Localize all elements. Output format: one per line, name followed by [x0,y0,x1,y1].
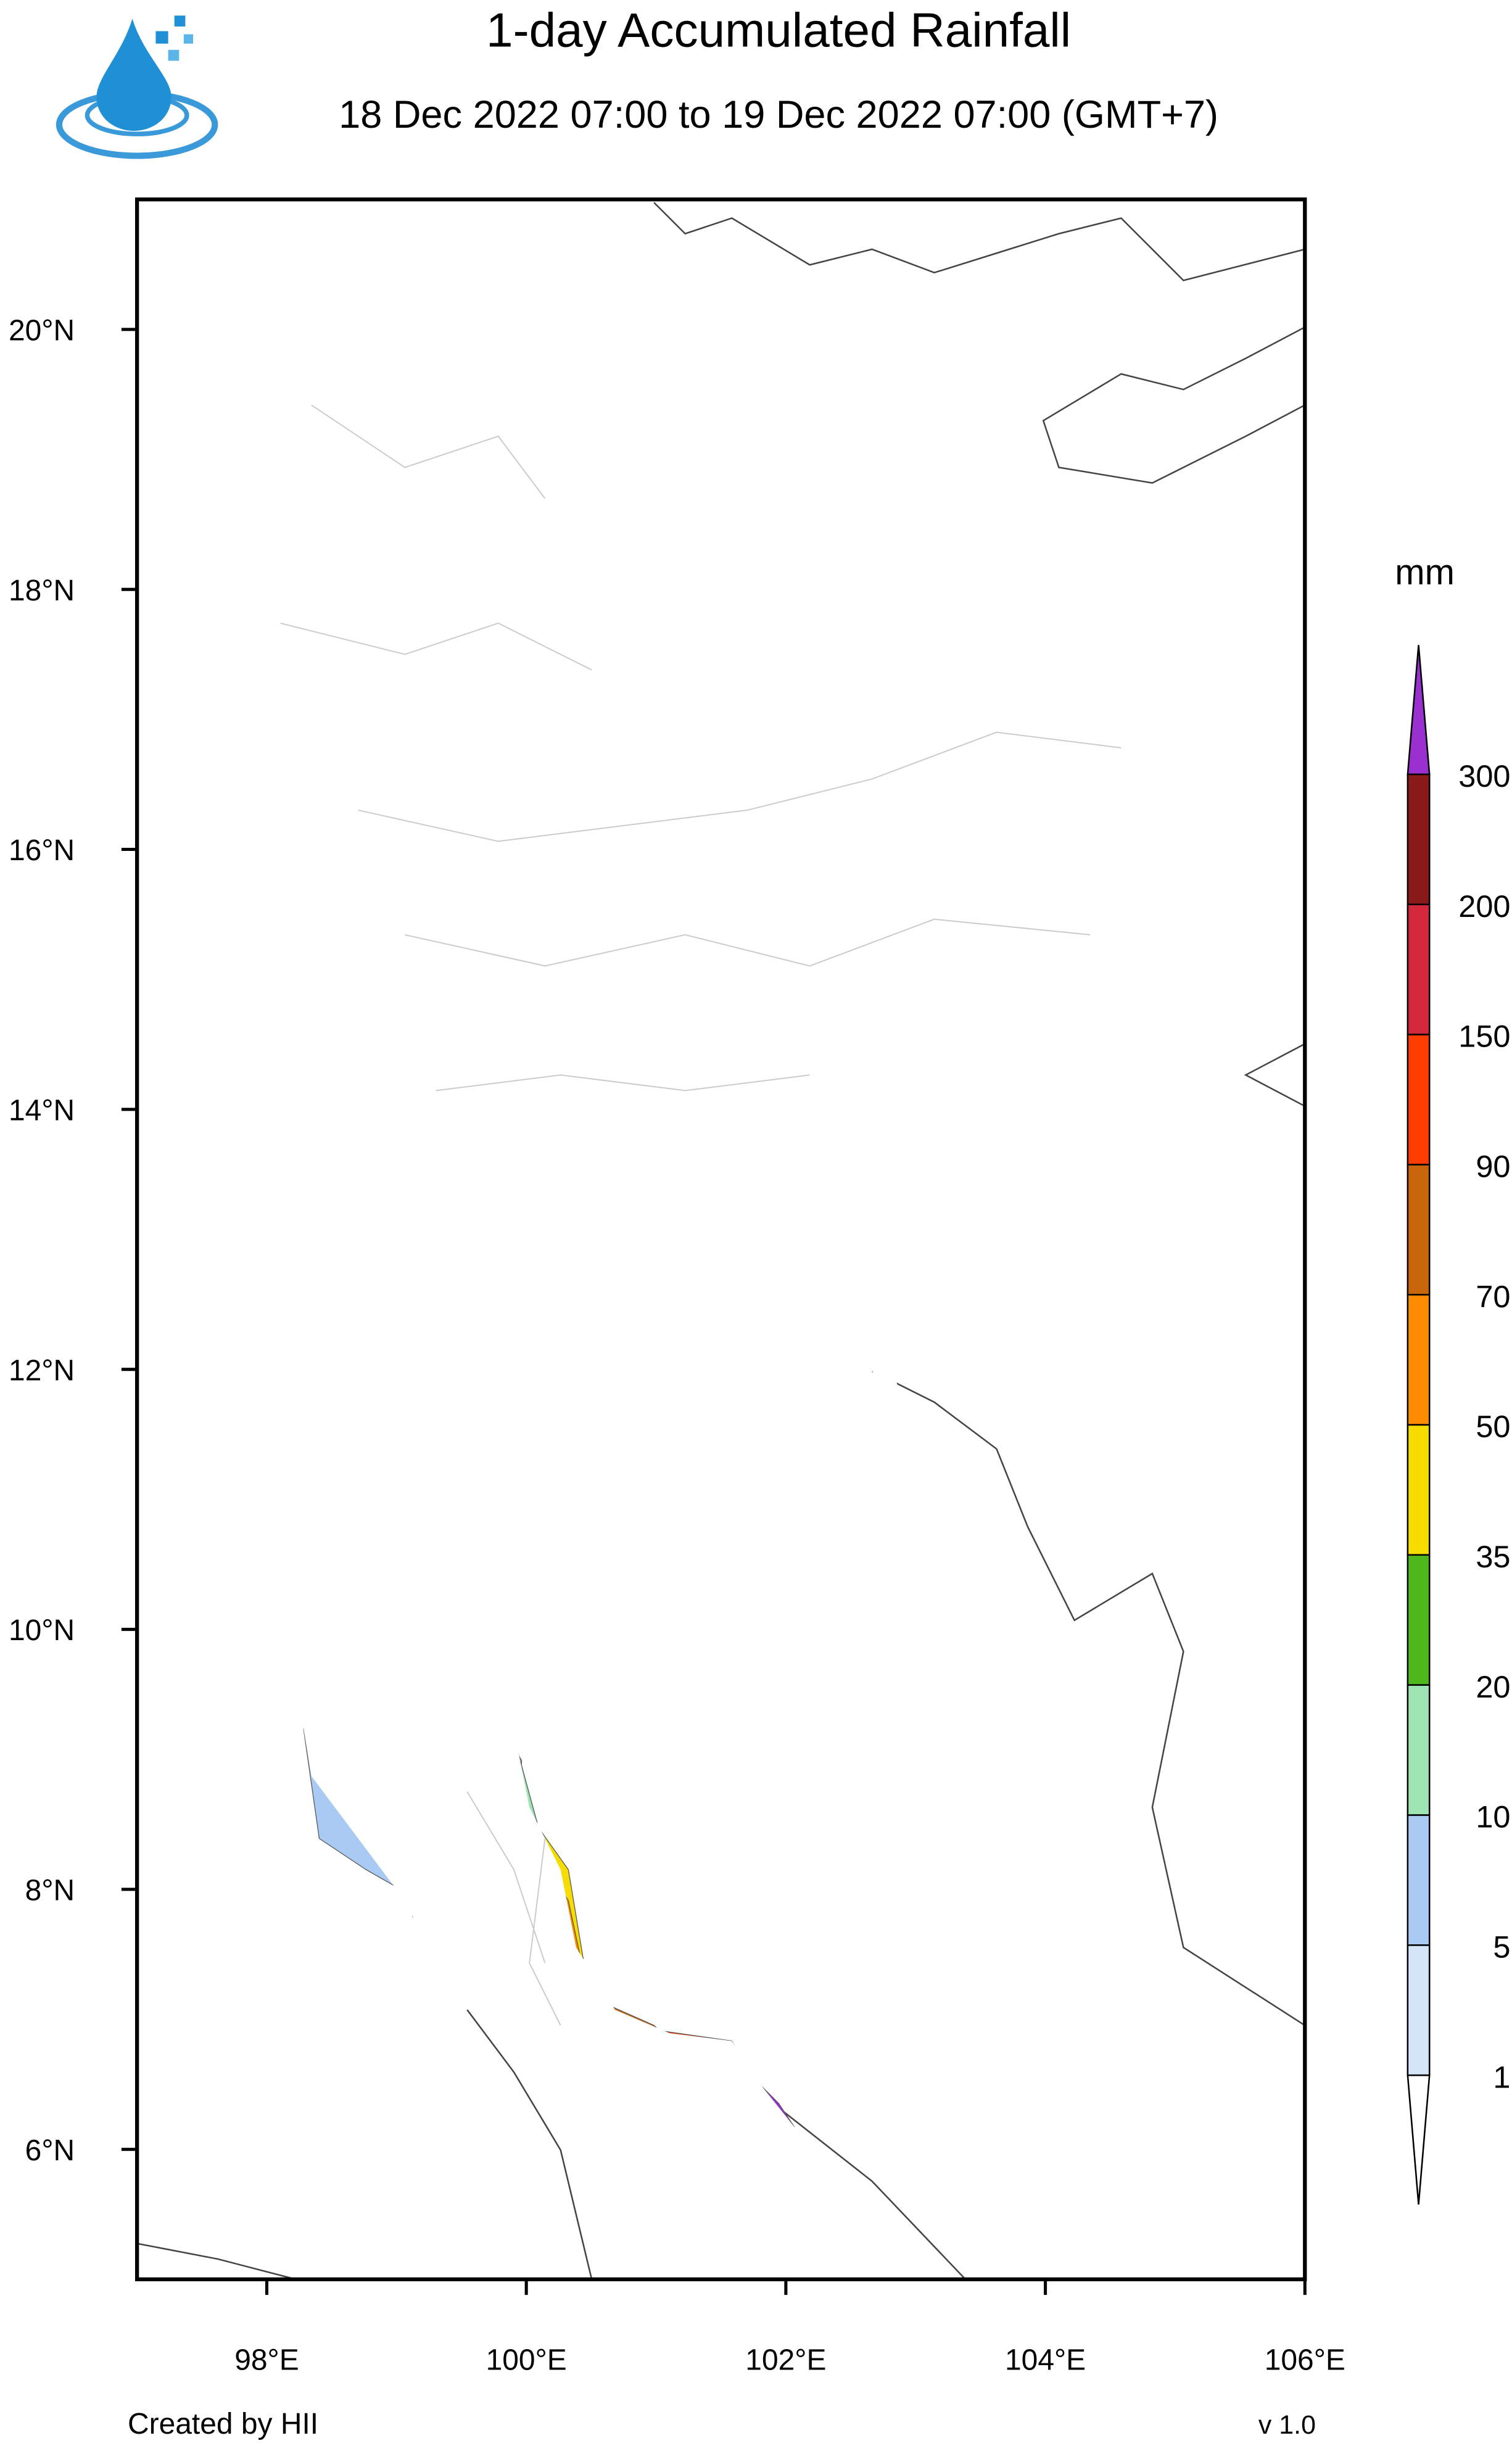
colorbar-label: 20 [1476,1669,1510,1704]
colorbar-box [1407,1034,1431,1166]
x-tick-label: 102°E [745,2344,826,2376]
x-tick-label: 104°E [1005,2344,1086,2376]
colorbar-box [1407,1424,1431,1556]
colorbar-label: 90 [1476,1149,1510,1184]
y-tick-label: 14°N [9,1095,75,1127]
version: v 1.0 [1258,2410,1316,2440]
colorbar-label: 35 [1476,1539,1510,1574]
title: 1-day Accumulated Rainfall [486,3,1071,57]
logo [56,15,218,159]
colorbar-box [1407,773,1431,905]
colorbar-box [1407,1814,1431,1946]
colorbar: mm 1 5 10 20 35 50 70 90 150 200 300 [1395,552,1510,2205]
axes: 98°E 100°E 102°E 104°E 106°E 6°N 8°N 10°N 12°N 14… [9,315,1345,2377]
colorbar-label: 1 [1493,2059,1510,2094]
y-tick-label: 6°N [25,2134,75,2167]
colorbar-label: 300 [1458,758,1510,794]
colorbar-label: 50 [1476,1409,1510,1444]
y-tick-label: 16°N [9,834,75,867]
map-area [137,202,1305,2279]
colorbar-box [1407,1944,1431,2076]
y-tick-label: 8°N [25,1875,75,1907]
credit: Created by HII [128,2408,318,2440]
y-tick-label: 10°N [9,1614,75,1647]
y-tick-label: 20°N [9,315,75,347]
colorbar-label: 150 [1458,1019,1510,1054]
colorbar-label: 200 [1458,889,1510,924]
colorbar-box [1407,1164,1431,1296]
colorbar-over [1407,645,1431,776]
colorbar-label: 10 [1476,1799,1510,1834]
colorbar-label: 70 [1476,1279,1510,1314]
colorbar-unit: mm [1395,552,1455,592]
x-tick-label: 106°E [1265,2344,1345,2376]
colorbar-box [1407,1293,1431,1426]
x-tick-label: 98°E [234,2344,299,2376]
colorbar-label: 5 [1493,1929,1510,1964]
colorbar-box [1407,903,1431,1035]
subtitle: 18 Dec 2022 07:00 to 19 Dec 2022 07:00 (… [339,93,1218,136]
y-tick-label: 12°N [9,1354,75,1387]
x-tick-label: 100°E [486,2344,567,2376]
colorbar-box [1407,1554,1431,1686]
colorbar-under [1407,2074,1431,2205]
y-tick-label: 18°N [9,574,75,607]
colorbar-box [1407,1684,1431,1816]
map-frame [134,197,1307,2282]
